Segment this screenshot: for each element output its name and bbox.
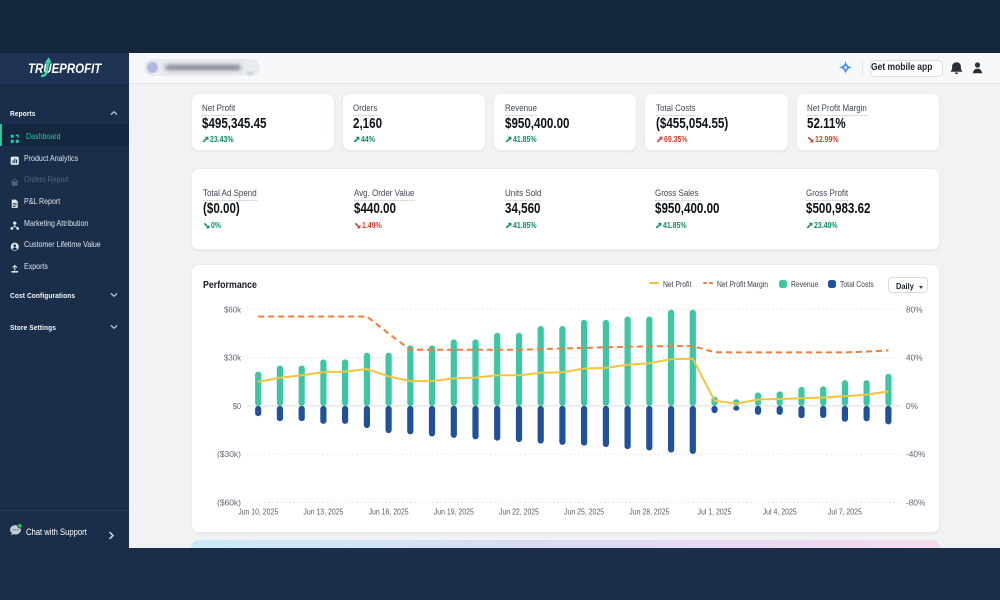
svg-text:Jun 13, 2025: Jun 13, 2025 (303, 507, 343, 517)
svg-text:($60k): ($60k) (217, 498, 241, 508)
svg-text:Jun 19, 2025: Jun 19, 2025 (433, 507, 473, 517)
svg-text:40%: 40% (906, 353, 923, 363)
svg-text:80%: 80% (906, 304, 923, 314)
svg-text:Jul 4, 2025: Jul 4, 2025 (762, 507, 796, 517)
svg-text:($30k): ($30k) (217, 449, 241, 459)
svg-text:Jun 28, 2025: Jun 28, 2025 (629, 507, 669, 517)
svg-text:Jun 22, 2025: Jun 22, 2025 (499, 507, 539, 517)
svg-text:Jul 1, 2025: Jul 1, 2025 (697, 507, 731, 517)
svg-text:Jun 25, 2025: Jun 25, 2025 (564, 507, 604, 517)
svg-text:Jun 16, 2025: Jun 16, 2025 (368, 507, 408, 517)
svg-text:Jun 10, 2025: Jun 10, 2025 (238, 507, 278, 517)
svg-text:-80%: -80% (906, 498, 926, 508)
svg-text:-40%: -40% (906, 449, 926, 459)
svg-text:$60k: $60k (224, 304, 242, 314)
svg-text:$0: $0 (233, 401, 241, 411)
svg-text:Jul 7, 2025: Jul 7, 2025 (827, 507, 861, 517)
svg-text:0%: 0% (906, 401, 919, 411)
svg-text:$30k: $30k (224, 353, 242, 363)
